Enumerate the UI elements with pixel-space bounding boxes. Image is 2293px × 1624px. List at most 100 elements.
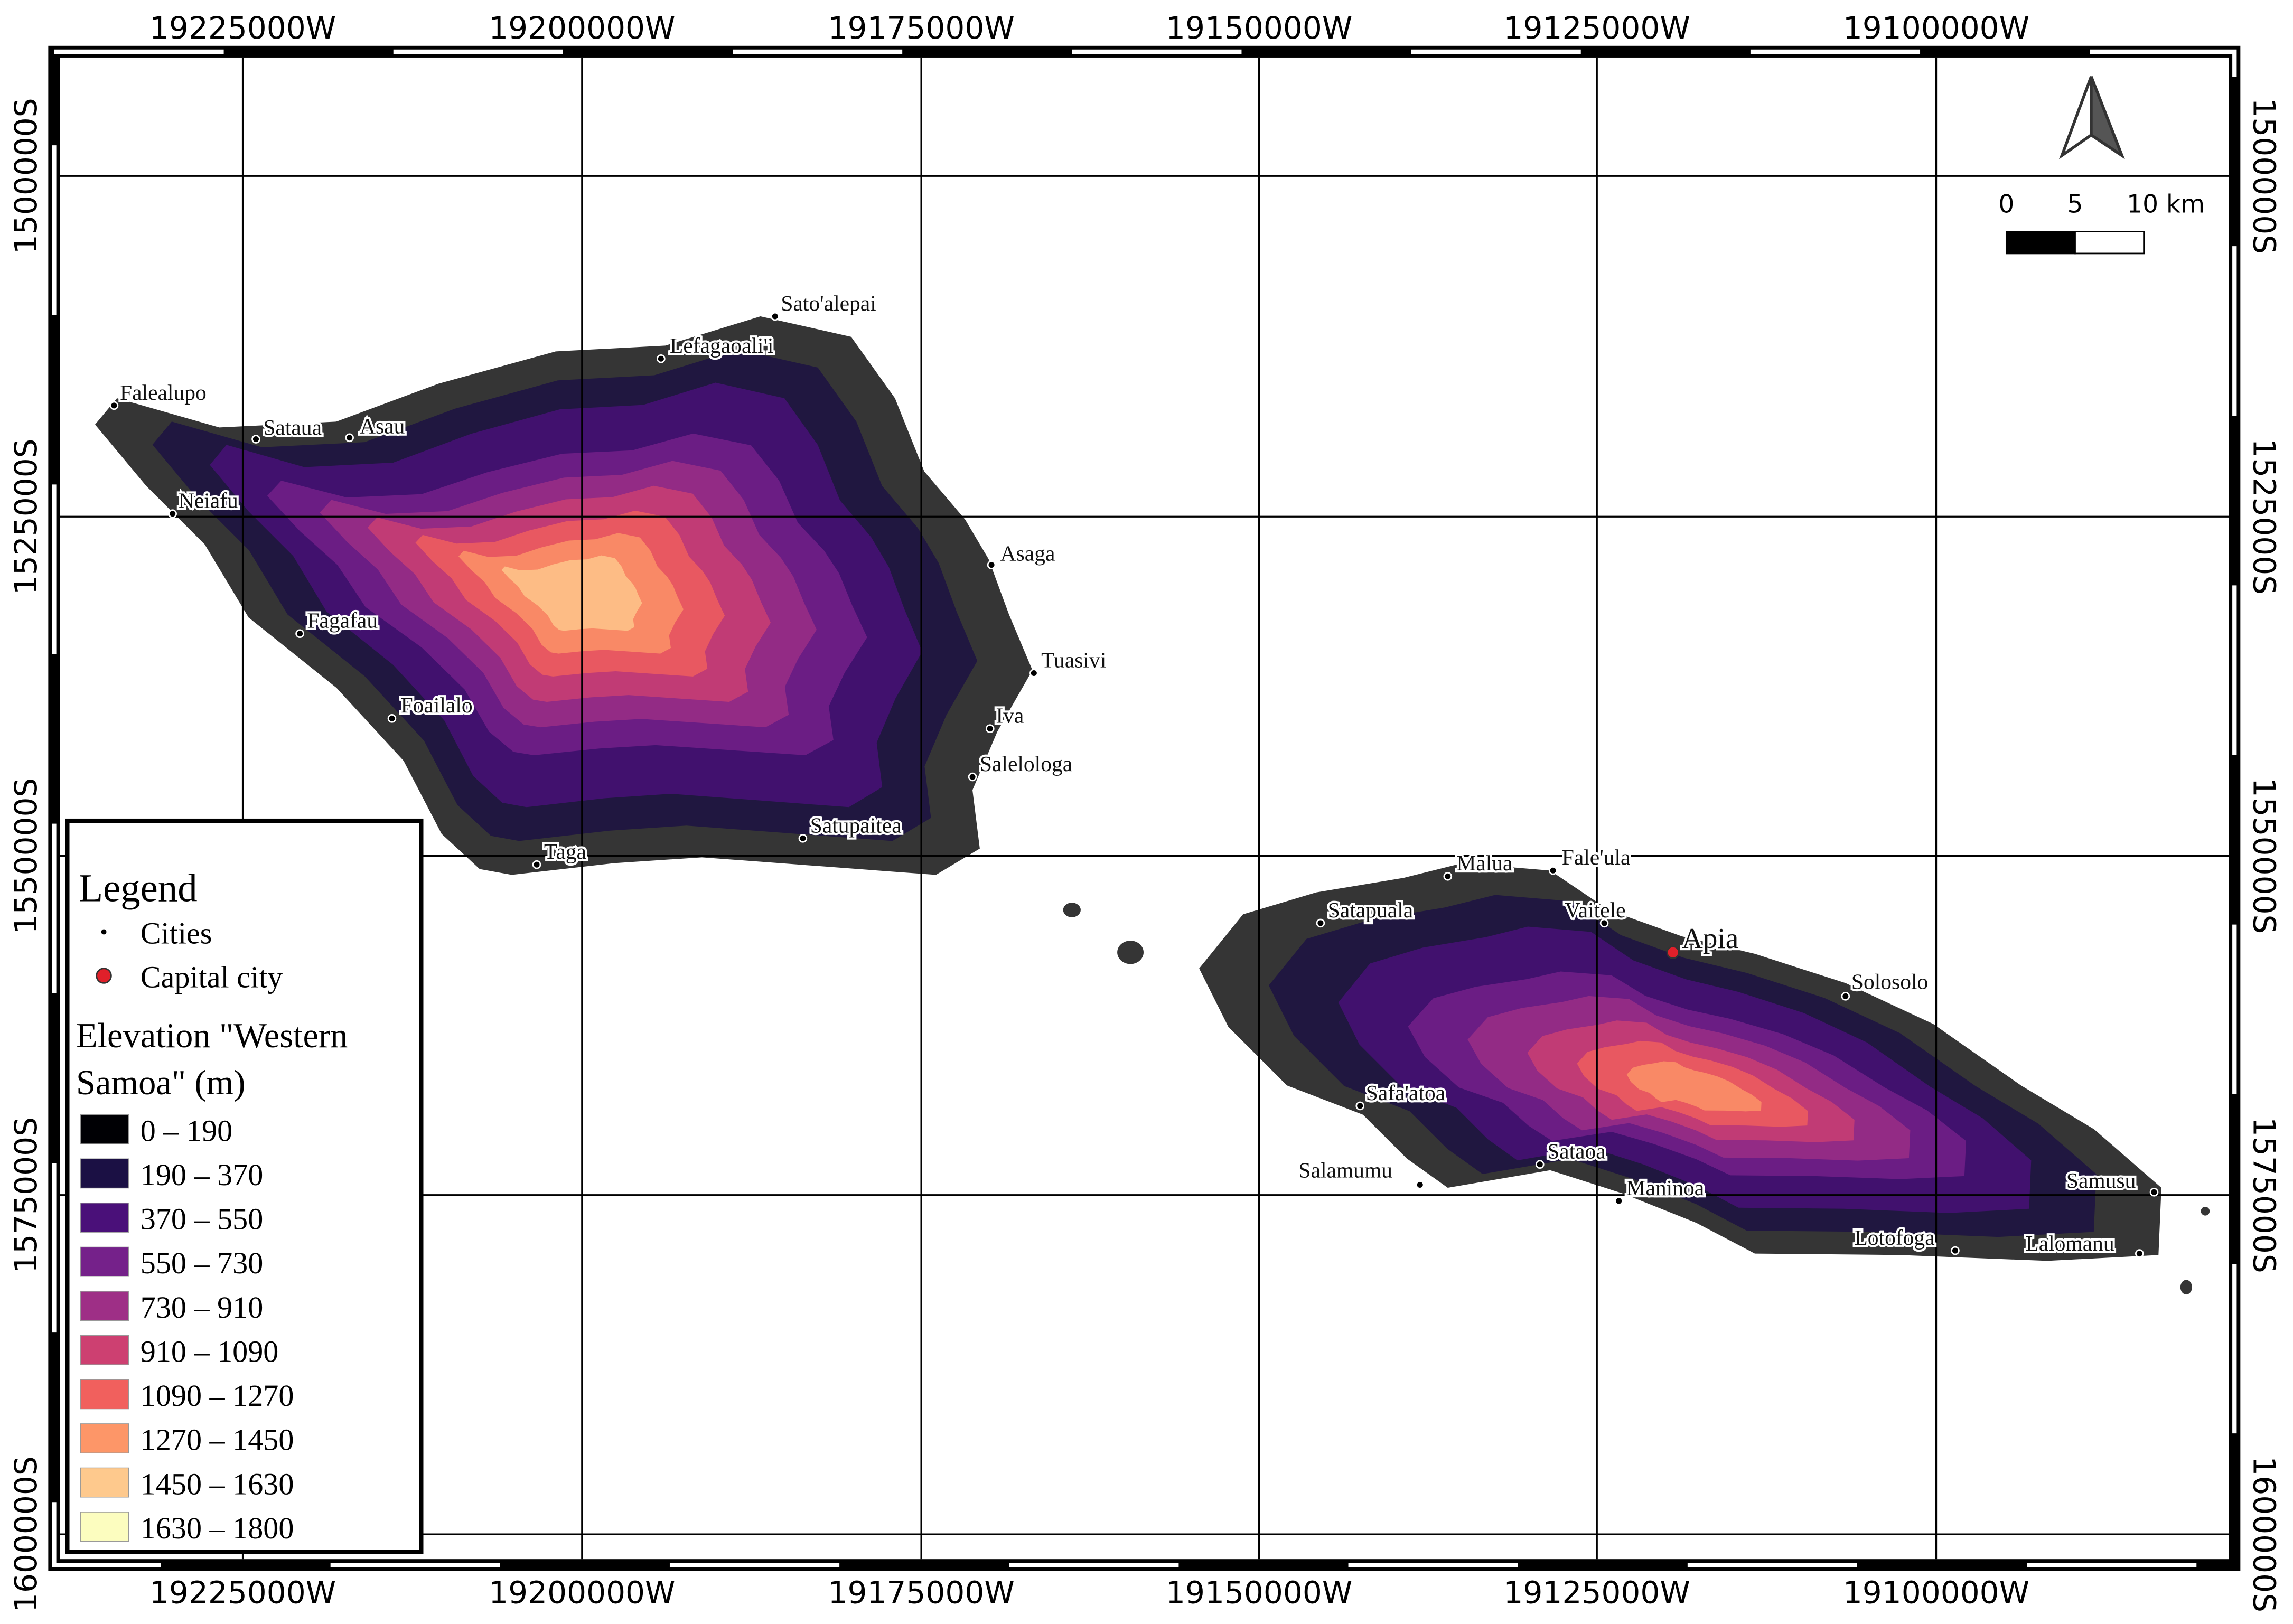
city-label: Foailalo <box>401 693 473 717</box>
islands <box>95 316 2210 1295</box>
city-label: Lefagaoali'i <box>670 333 774 358</box>
islet <box>2201 1206 2210 1216</box>
city-label: Satupaitea <box>810 813 902 837</box>
city-label: Fale'ula <box>1562 845 1631 869</box>
city-label: Taga <box>544 839 586 863</box>
city-marker <box>770 312 780 321</box>
x-coordinate-label: 19175000W <box>828 10 1014 46</box>
legend-class-label: 0 – 190 <box>141 1113 232 1148</box>
city-marker <box>1841 992 1850 1001</box>
city-label: Sato'alepai <box>781 291 876 315</box>
city-label: Safa'atoa <box>1366 1081 1445 1105</box>
city-marker <box>968 772 977 782</box>
legend-class-label: 910 – 1090 <box>141 1334 279 1368</box>
y-coordinate-label: 1600000S <box>8 1456 44 1612</box>
islet <box>2180 1280 2192 1295</box>
x-coordinate-label: 19100000W <box>1843 1574 2029 1610</box>
city-marker <box>168 509 177 519</box>
x-coordinate-label: 19225000W <box>149 10 336 46</box>
city-label: Neiafu <box>179 489 238 513</box>
y-coordinate-label: 1525000S <box>2246 438 2282 595</box>
scale-label: 0 <box>1998 190 2014 219</box>
y-coordinate-label: 1525000S <box>8 438 44 595</box>
y-coordinate-label: 1575000S <box>2246 1117 2282 1273</box>
city-marker <box>387 714 397 723</box>
city-label: Salamumu <box>1298 1158 1392 1182</box>
x-coordinate-label: 19125000W <box>1504 10 1690 46</box>
city-label: Lalomanu <box>2025 1231 2114 1255</box>
city-label: Asaga <box>1000 541 1055 565</box>
y-coordinate-label: 1550000S <box>8 778 44 934</box>
frame-ticks <box>52 49 2237 1567</box>
legend-swatch <box>80 1158 129 1189</box>
legend: Legend Cities Capital city Elevation "We… <box>65 818 424 1554</box>
scale-label: 10 km <box>2127 190 2205 219</box>
y-coordinate-label: 1575000S <box>8 1117 44 1273</box>
north-arrow <box>2058 76 2125 159</box>
city-label: Lotofoga <box>1854 1225 1934 1250</box>
legend-swatch <box>80 1246 129 1277</box>
legend-class-label: 1630 – 1800 <box>141 1511 294 1545</box>
legend-class-label: 550 – 730 <box>141 1246 264 1280</box>
city-label: Asau <box>360 414 405 438</box>
y-coordinate-label: 1500000S <box>2246 98 2282 254</box>
city-label: Solosolo <box>1851 969 1928 993</box>
city-marker <box>987 560 996 569</box>
city-label: Malua <box>1456 851 1512 875</box>
x-coordinate-label: 19100000W <box>1843 10 2029 46</box>
city-marker <box>295 629 304 639</box>
legend-swatch <box>80 1335 129 1365</box>
city-marker <box>1548 866 1558 875</box>
city-marker <box>985 724 995 734</box>
x-coordinate-label: 19200000W <box>489 10 675 46</box>
city-marker <box>1951 1246 1960 1255</box>
legend-swatch <box>80 1291 129 1321</box>
city-marker <box>1535 1160 1545 1169</box>
legend-capital-symbol <box>96 968 112 984</box>
elevation-zone <box>1626 1061 1762 1112</box>
scale-bar: 0 5 10 km <box>1998 190 2205 255</box>
city-label: Satapuala <box>1328 898 1413 922</box>
legend-class-label: 730 – 910 <box>141 1290 264 1325</box>
x-coordinate-label: 19200000W <box>489 1574 675 1610</box>
legend-class-label: 1270 – 1450 <box>141 1423 294 1457</box>
legend-class-label: 1090 – 1270 <box>141 1378 294 1413</box>
city-marker <box>1355 1101 1365 1111</box>
legend-swatch <box>80 1423 129 1453</box>
city-label: Salelologa <box>980 752 1072 776</box>
scale-label: 5 <box>2067 190 2083 219</box>
legend-item: Capital city <box>141 960 283 994</box>
city-labels: Sato'alepai Lefagaoali'i Falealupo Sataua As… <box>109 289 2159 1258</box>
city-label: Samusu <box>2066 1168 2136 1193</box>
legend-swatch <box>80 1467 129 1498</box>
x-coordinate-label: 19150000W <box>1166 1574 1352 1610</box>
city-marker <box>345 433 354 443</box>
city-label: Tuasivi <box>1041 647 1106 672</box>
city-marker <box>798 834 808 843</box>
y-coordinate-label: 1500000S <box>8 98 44 254</box>
city-marker <box>2135 1249 2144 1258</box>
x-coordinate-label: 19150000W <box>1166 10 1352 46</box>
legend-swatch <box>80 1203 129 1233</box>
islet <box>1063 903 1081 917</box>
city-marker <box>1614 1196 1624 1206</box>
y-coordinate-label: 1550000S <box>2246 778 2282 934</box>
graticule: 19225000W 19225000W 19200000W 19200000W 1917… <box>8 10 2282 1612</box>
city-label: Iva <box>996 703 1024 728</box>
city-label: Vaitele <box>1565 898 1625 922</box>
x-coordinate-label: 19225000W <box>149 1574 336 1610</box>
city-label: Sataoa <box>1547 1139 1606 1163</box>
legend-city-symbol <box>101 929 107 935</box>
legend-item: Cities <box>141 916 212 951</box>
city-label: Maninoa <box>1626 1176 1705 1200</box>
city-marker <box>2149 1188 2159 1197</box>
capital-label: Apia <box>1682 922 1739 954</box>
x-coordinate-label: 19175000W <box>828 1574 1014 1610</box>
x-coordinate-label: 19125000W <box>1504 1574 1690 1610</box>
legend-swatch <box>80 1512 129 1542</box>
legend-elevation-title: Elevation "Western Samoa" (m) <box>76 1018 348 1103</box>
city-label: Falealupo <box>120 380 207 405</box>
city-marker <box>109 401 119 410</box>
city-label: Fagafau <box>307 608 378 633</box>
